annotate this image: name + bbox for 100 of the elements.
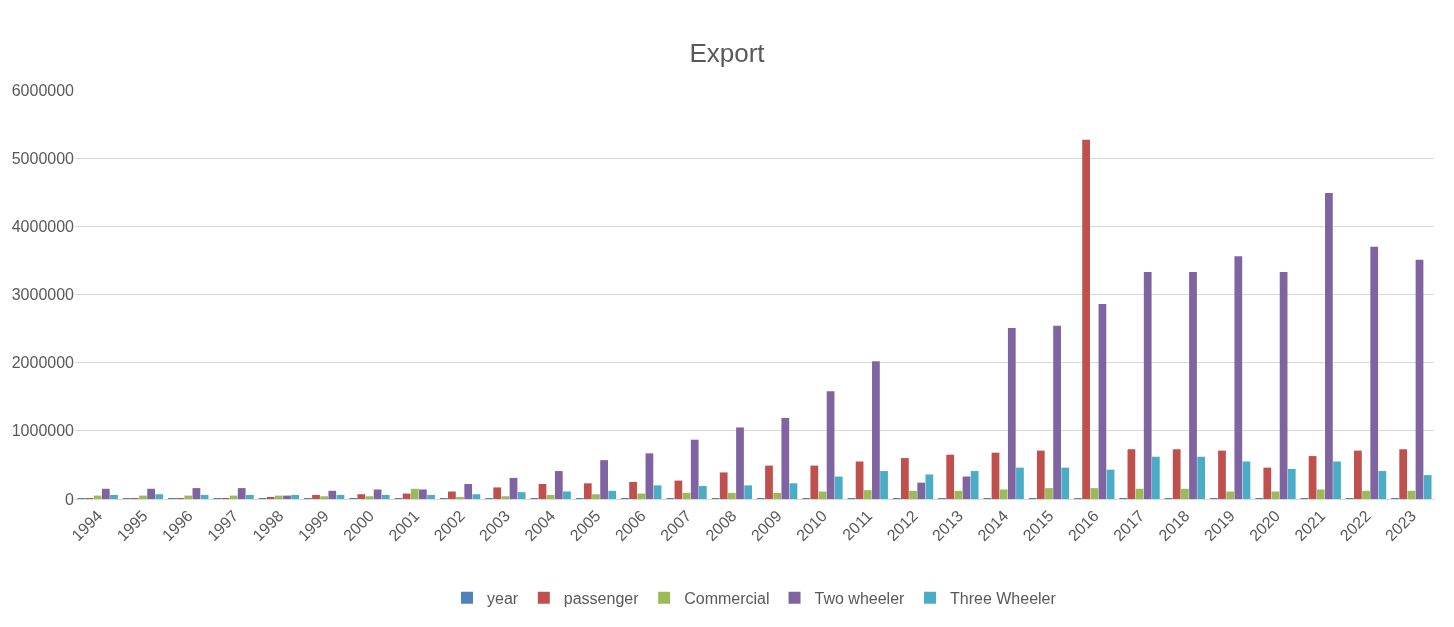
bar	[901, 458, 909, 499]
bar	[1325, 192, 1333, 499]
bar	[101, 488, 110, 499]
bar	[365, 496, 374, 499]
legend-label: Two wheeler	[814, 589, 906, 607]
bar	[719, 472, 728, 499]
bar	[773, 492, 782, 499]
bar	[312, 494, 320, 499]
bar	[184, 495, 193, 499]
bar	[538, 484, 547, 499]
bar	[456, 496, 464, 499]
bar	[1016, 467, 1024, 499]
bar	[1279, 272, 1288, 499]
bar	[1263, 467, 1272, 499]
bar	[765, 465, 773, 499]
bar	[509, 477, 518, 499]
bar	[608, 490, 617, 499]
bar	[690, 439, 699, 499]
bar	[464, 484, 473, 499]
bar	[826, 391, 835, 499]
bar	[991, 452, 1000, 499]
legend-label: year	[487, 589, 519, 607]
bar	[1218, 450, 1226, 499]
bar	[192, 488, 201, 499]
y-tick-label: 0	[65, 490, 75, 508]
bar	[245, 494, 254, 499]
y-tick-label: 3000000	[11, 286, 75, 304]
bar	[810, 465, 819, 499]
legend-label: passenger	[563, 589, 640, 607]
bar	[736, 427, 744, 499]
bar	[563, 491, 571, 499]
bar	[291, 494, 300, 499]
bar	[1287, 469, 1296, 499]
bar	[1423, 475, 1432, 499]
bar	[1082, 139, 1090, 499]
bar	[320, 496, 329, 499]
bar	[954, 490, 963, 499]
bar	[427, 494, 435, 499]
bar	[1378, 471, 1387, 499]
bar	[863, 490, 872, 499]
bar	[727, 492, 736, 499]
bar	[381, 494, 390, 499]
bar	[1172, 449, 1181, 499]
bar	[266, 496, 275, 499]
bar	[1415, 259, 1424, 499]
bar	[1234, 256, 1243, 499]
bar	[999, 489, 1008, 499]
bar	[637, 493, 646, 499]
bar	[1333, 461, 1341, 499]
bar	[1036, 450, 1045, 499]
bar	[592, 494, 600, 499]
bar	[880, 471, 888, 499]
bar	[1362, 490, 1370, 499]
y-tick-label: 6000000	[11, 81, 75, 99]
bar	[629, 481, 637, 499]
bar	[419, 489, 427, 499]
bar	[1143, 272, 1152, 499]
y-tick-label: 5000000	[11, 149, 75, 167]
chart-title: Export	[689, 38, 766, 69]
bar	[645, 453, 654, 499]
bar	[93, 495, 102, 499]
bar	[1316, 489, 1325, 499]
y-tick-label: 2000000	[11, 354, 75, 372]
bar	[501, 496, 510, 499]
bar	[147, 488, 155, 499]
bar	[1180, 488, 1189, 499]
bar	[1151, 456, 1160, 499]
bar	[781, 417, 790, 499]
bar	[139, 495, 147, 499]
bar	[554, 471, 563, 499]
bar	[110, 494, 118, 499]
bar	[328, 490, 337, 499]
bar	[1226, 491, 1235, 499]
bar	[410, 488, 419, 499]
bar	[1399, 449, 1408, 499]
bar	[1098, 304, 1107, 499]
bar	[373, 489, 382, 499]
bar	[493, 487, 502, 499]
legend-label: Three Wheeler	[950, 589, 1057, 607]
bar	[698, 486, 707, 499]
bar	[1354, 450, 1362, 499]
bar	[909, 490, 917, 499]
bar	[517, 492, 526, 499]
bar	[946, 454, 955, 499]
legend-label: Commercial	[684, 589, 770, 607]
bar	[970, 471, 979, 499]
bar	[1053, 325, 1061, 499]
bar	[1370, 246, 1379, 499]
bar	[1061, 467, 1070, 499]
bar	[448, 491, 456, 499]
bar	[925, 474, 934, 499]
bar	[472, 494, 481, 499]
bar	[1189, 272, 1197, 499]
bar	[744, 485, 753, 499]
bar	[653, 485, 662, 499]
bar	[155, 494, 164, 499]
bar	[917, 482, 926, 499]
bar	[1197, 456, 1206, 499]
bar	[583, 483, 592, 499]
bar	[789, 483, 798, 499]
